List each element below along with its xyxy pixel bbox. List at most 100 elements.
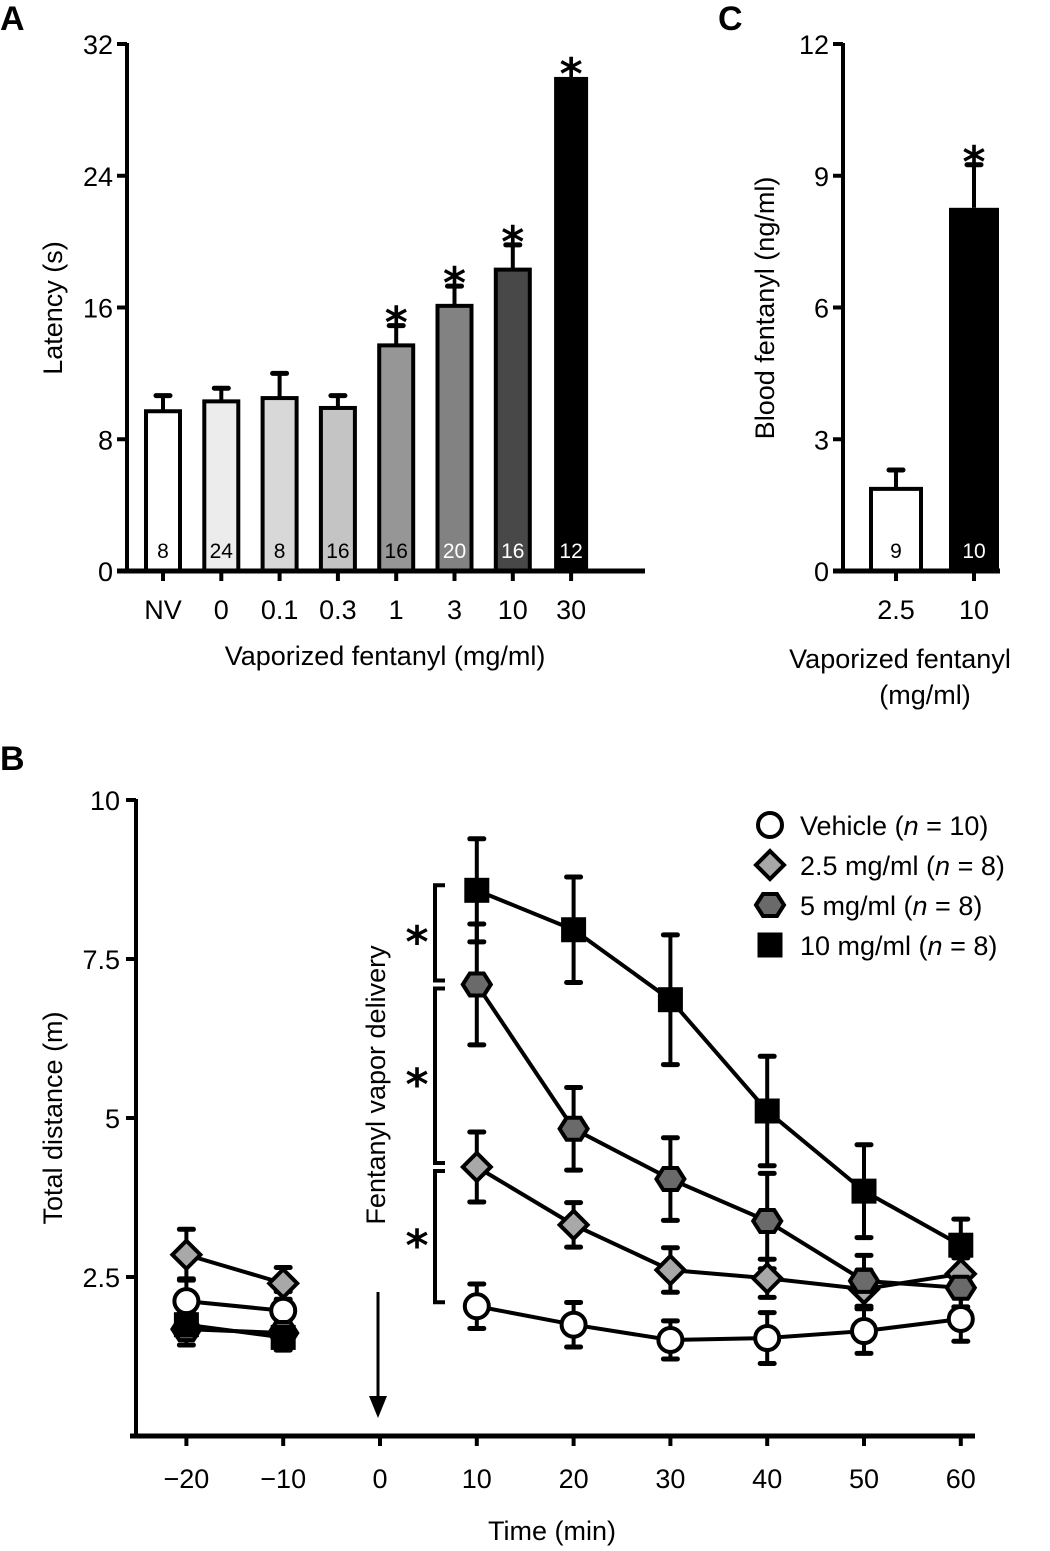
x-tick-label: 30 bbox=[655, 1464, 685, 1494]
panel-a-axes: 0 8 16 24 32 NV 0 0.1 0.3 1 3 10 30 bbox=[83, 30, 645, 625]
data-point-5-mg-ml bbox=[944, 1274, 978, 1301]
bar-n-label: 9 bbox=[890, 540, 902, 563]
bar-10 bbox=[493, 267, 532, 573]
y-tick-label: 12 bbox=[799, 30, 829, 60]
bar-0.1 bbox=[260, 396, 299, 573]
data-point-2-5-mg-ml bbox=[459, 1150, 494, 1184]
bar-30 bbox=[554, 76, 589, 571]
panel-b-x-axis-label: Time (min) bbox=[488, 1516, 616, 1546]
legend-label-5-mg-ml: 5 mg/ml (n = 8) bbox=[800, 891, 982, 921]
bar-2.5 bbox=[869, 486, 923, 573]
x-tick-label: 2.5 bbox=[877, 595, 915, 625]
legend-marker-vehicle bbox=[756, 811, 784, 839]
significance-star: * bbox=[962, 137, 985, 188]
significance-star: * bbox=[405, 1221, 428, 1272]
data-point-10-mg-ml bbox=[754, 1098, 780, 1124]
panel-a: A 8 24 8 16 16 * 20 * 16 * 12 * 0 8 16 24 32 NV 0 0.1 0.3 1 3… bbox=[0, 0, 645, 671]
data-point-vehicle bbox=[269, 1296, 298, 1325]
data-point-5-mg-ml bbox=[847, 1267, 881, 1294]
panel-b-annotation-fentanyl-vapor-delivery: Fentanyl vapor delivery bbox=[361, 945, 391, 1225]
bar-n-label: 16 bbox=[501, 540, 524, 563]
x-tick-label: 10 bbox=[462, 1464, 492, 1494]
data-point-10-mg-ml bbox=[173, 1312, 199, 1338]
significance-bracket bbox=[433, 1168, 445, 1305]
y-tick-label: 7.5 bbox=[82, 945, 120, 975]
series-line-2-5-mg-ml-post bbox=[475, 1165, 962, 1292]
data-point-2-5-mg-ml bbox=[750, 1261, 785, 1296]
legend-marker-10-mg-ml bbox=[757, 932, 783, 958]
legend-label-10-mg-ml: 10 mg/ml (n = 8) bbox=[800, 931, 997, 961]
y-tick-label: 24 bbox=[83, 162, 113, 192]
series-line-vehicle-pre bbox=[186, 1299, 284, 1313]
bar-n-label: 8 bbox=[274, 540, 286, 563]
x-tick-label: 10 bbox=[498, 595, 528, 625]
legend-label-2-5-mg-ml: 2.5 mg/ml (n = 8) bbox=[800, 851, 1005, 881]
data-point-2-5-mg-ml bbox=[266, 1266, 301, 1301]
legend-label-vehicle: Vehicle (n = 10) bbox=[800, 811, 988, 841]
arrow-down-icon bbox=[369, 1396, 387, 1418]
significance-bracket bbox=[433, 883, 445, 983]
x-tick-label: 60 bbox=[946, 1464, 976, 1494]
x-tick-label: 50 bbox=[849, 1464, 879, 1494]
data-point-5-mg-ml bbox=[557, 1115, 590, 1142]
data-point-10-mg-ml bbox=[270, 1324, 296, 1350]
data-point-2-5-mg-ml bbox=[653, 1253, 688, 1287]
panel-c: C 9 10 * 0 3 6 9 12 2.5 10 Vaporized fentanyl (m… bbox=[718, 0, 1011, 710]
bar-10 bbox=[949, 207, 999, 571]
x-tick-label: 1 bbox=[389, 595, 404, 625]
panel-b-delivery-arrow bbox=[369, 1292, 387, 1418]
panel-a-bars: 8 24 8 16 16 * 20 * 16 * 12 * bbox=[144, 49, 589, 574]
bar-n-label: 24 bbox=[210, 540, 234, 563]
data-point-vehicle bbox=[172, 1287, 201, 1316]
x-tick-label: −20 bbox=[163, 1464, 209, 1494]
x-tick-label: 30 bbox=[556, 595, 586, 625]
panel-a-y-axis-label: Latency (s) bbox=[38, 241, 68, 375]
panel-c-bars: 9 10 * bbox=[869, 137, 999, 573]
y-tick-label: 10 bbox=[90, 786, 120, 816]
series-line-10-mg-ml-pre bbox=[186, 1322, 284, 1340]
bar-n-label: 10 bbox=[962, 540, 985, 563]
bar-n-label: 16 bbox=[326, 540, 349, 563]
legend-marker-5-mg-ml bbox=[753, 892, 787, 918]
y-tick-label: 9 bbox=[814, 162, 829, 192]
series-line-5-mg-ml-post bbox=[475, 983, 961, 1290]
panel-c-x-axis-label-line1: Vaporized fentanyl bbox=[789, 644, 1011, 674]
data-point-vehicle bbox=[656, 1325, 685, 1354]
significance-star: * bbox=[405, 1060, 428, 1111]
significance-bracket bbox=[433, 986, 445, 1165]
significance-star: * bbox=[405, 917, 428, 968]
x-tick-label: 20 bbox=[559, 1464, 589, 1494]
bar-n-label: 16 bbox=[385, 540, 408, 563]
panel-b-label: B bbox=[0, 740, 25, 778]
y-tick-label: 16 bbox=[83, 294, 113, 324]
significance-star: * bbox=[560, 49, 583, 100]
bar-3 bbox=[435, 303, 474, 573]
panel-b: B 2.5 5 7.5 10 −20 −10 0 10 20 30 40 50 60 * * * Vehic… bbox=[0, 740, 1005, 1546]
x-tick-label: 10 bbox=[959, 595, 989, 625]
data-point-10-mg-ml bbox=[948, 1232, 974, 1258]
panel-c-y-axis-label: Blood fentanyl (ng/ml) bbox=[750, 177, 780, 440]
bar-1 bbox=[377, 343, 416, 573]
y-tick-label: 3 bbox=[814, 425, 829, 455]
data-point-10-mg-ml bbox=[464, 877, 490, 903]
data-point-10-mg-ml bbox=[851, 1178, 877, 1204]
panel-b-legend: Vehicle (n = 10) 2.5 mg/ml (n = 8) 5 mg/ml… bbox=[753, 811, 1005, 961]
data-point-5-mg-ml bbox=[654, 1166, 687, 1193]
data-point-2-5-mg-ml bbox=[169, 1237, 204, 1272]
significance-star: * bbox=[443, 258, 466, 309]
panel-b-significance-brackets: * * * bbox=[405, 883, 445, 1305]
bar-0.3 bbox=[318, 405, 357, 573]
panel-a-label: A bbox=[0, 0, 25, 38]
x-tick-label: 0 bbox=[214, 595, 229, 625]
data-point-10-mg-ml bbox=[657, 987, 683, 1013]
significance-star: * bbox=[385, 298, 408, 349]
x-tick-label: −10 bbox=[260, 1464, 306, 1494]
x-tick-label: 0.1 bbox=[261, 595, 299, 625]
y-tick-label: 5 bbox=[105, 1104, 120, 1134]
data-point-vehicle bbox=[559, 1310, 588, 1339]
bar-n-label: 8 bbox=[157, 540, 169, 563]
x-tick-label: NV bbox=[144, 595, 182, 625]
series-line-10-mg-ml-post bbox=[476, 888, 962, 1247]
series-line-2-5-mg-ml-pre bbox=[185, 1252, 284, 1286]
